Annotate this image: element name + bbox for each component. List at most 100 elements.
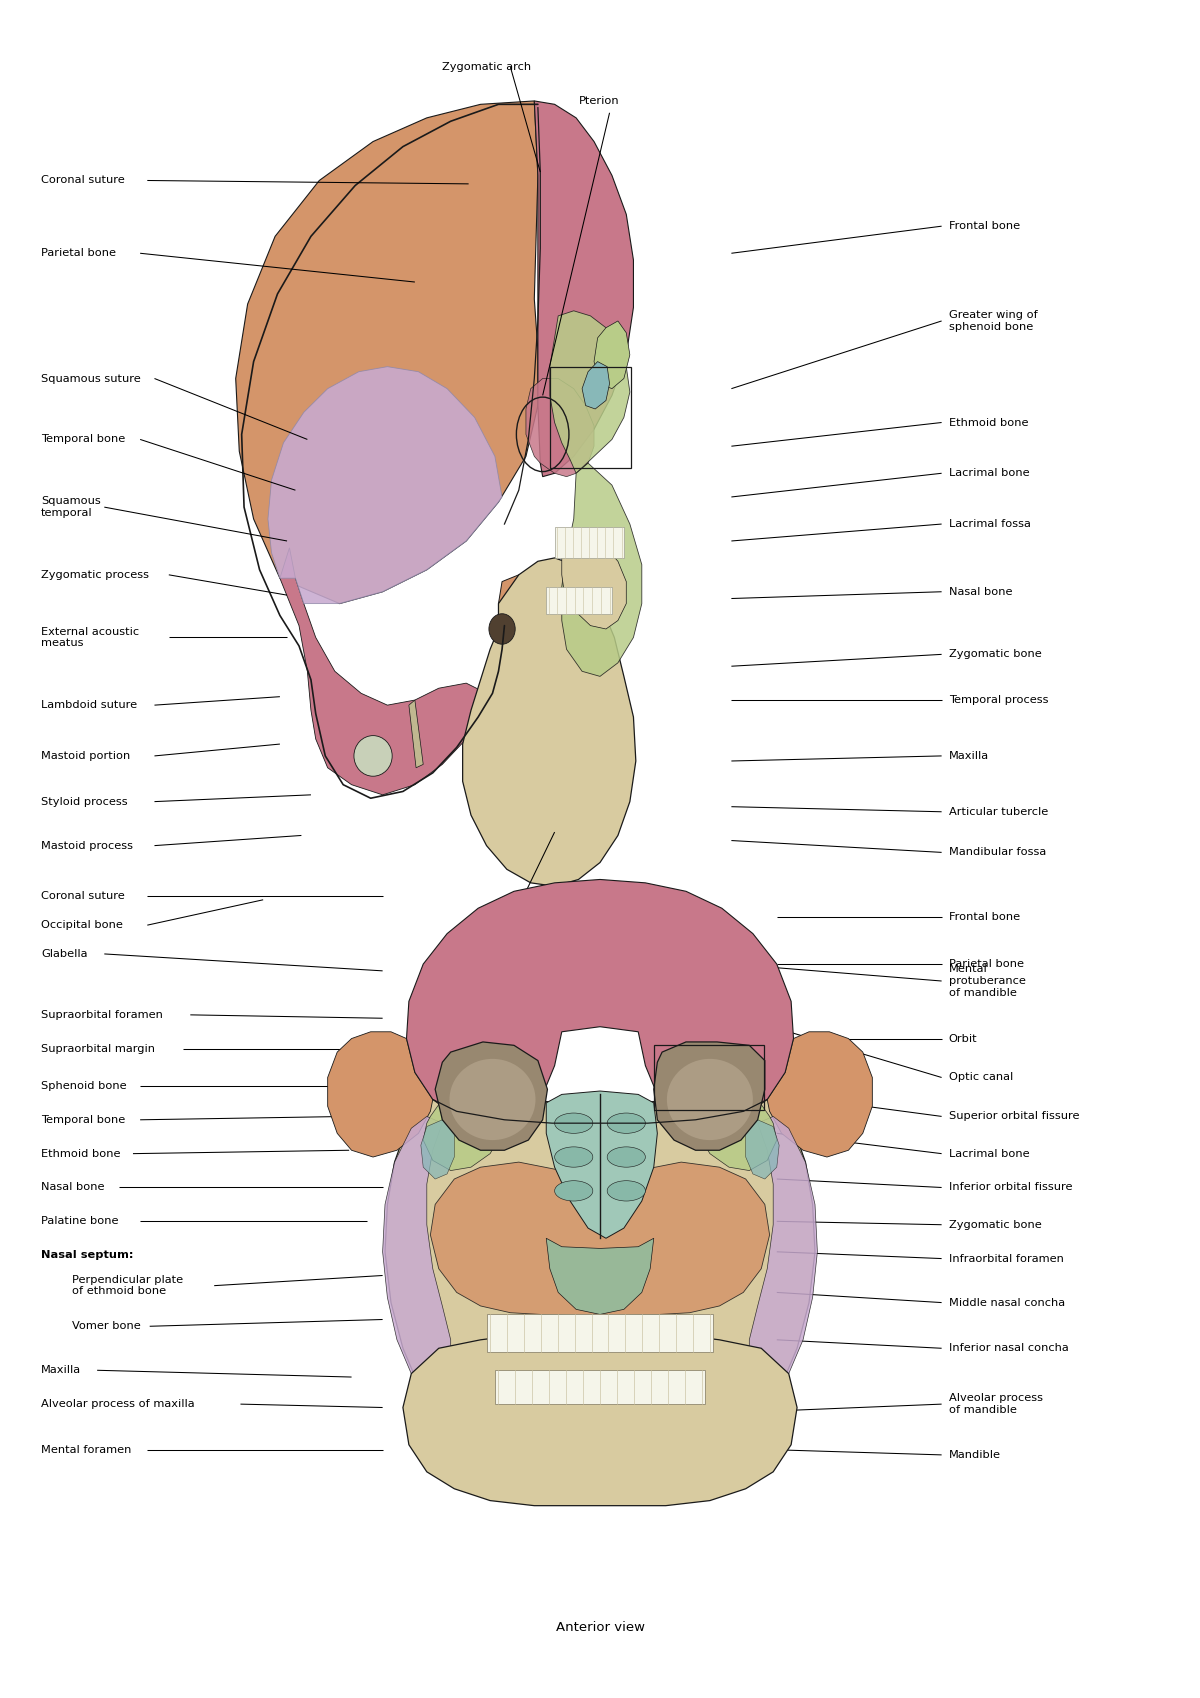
Polygon shape <box>654 1043 764 1150</box>
Text: Zygomatic arch: Zygomatic arch <box>443 63 532 71</box>
Text: Nasal bone: Nasal bone <box>949 588 1013 596</box>
Text: Sphenoid bone: Sphenoid bone <box>41 1082 127 1090</box>
Text: Anterior view: Anterior view <box>556 1622 644 1633</box>
Text: Mandible: Mandible <box>355 1085 407 1094</box>
Text: Maxilla: Maxilla <box>949 751 989 761</box>
Text: Articular tubercle: Articular tubercle <box>949 807 1048 817</box>
Text: Parietal bone: Parietal bone <box>41 248 116 258</box>
Polygon shape <box>526 379 594 477</box>
Ellipse shape <box>554 1146 593 1167</box>
Polygon shape <box>385 1077 815 1493</box>
Ellipse shape <box>354 735 392 776</box>
Text: Middle nasal concha: Middle nasal concha <box>949 1297 1064 1307</box>
Ellipse shape <box>488 613 515 644</box>
Text: Supraorbital foramen: Supraorbital foramen <box>41 1010 163 1020</box>
Polygon shape <box>767 1032 872 1156</box>
Polygon shape <box>280 548 486 795</box>
Polygon shape <box>436 1043 547 1150</box>
Text: Vomer bone: Vomer bone <box>72 1321 140 1331</box>
Text: Glabella: Glabella <box>41 949 88 959</box>
Polygon shape <box>562 464 642 676</box>
Polygon shape <box>421 1119 455 1178</box>
Polygon shape <box>407 880 793 1122</box>
Text: Alveolar process of maxilla: Alveolar process of maxilla <box>41 1399 194 1409</box>
Text: Inferior nasal concha: Inferior nasal concha <box>949 1343 1068 1353</box>
Text: Nasal septum:: Nasal septum: <box>41 1250 133 1260</box>
Text: Squamous suture: Squamous suture <box>41 374 140 384</box>
Text: Orbit: Orbit <box>949 1034 978 1044</box>
Text: Mental
protuberance
of mandible: Mental protuberance of mandible <box>949 964 1026 998</box>
Text: Mental foramen: Mental foramen <box>41 1445 131 1455</box>
Text: Lacrimal bone: Lacrimal bone <box>949 469 1030 479</box>
Polygon shape <box>328 1032 433 1156</box>
Text: Superior orbital fissure: Superior orbital fissure <box>949 1112 1079 1121</box>
Ellipse shape <box>554 1112 593 1133</box>
Bar <box>550 367 631 469</box>
Text: Coronal suture: Coronal suture <box>41 175 125 185</box>
Polygon shape <box>550 311 630 474</box>
Text: Mastoid portion: Mastoid portion <box>41 751 131 761</box>
Text: Alveolar process
of mandible: Alveolar process of mandible <box>949 1394 1043 1414</box>
Text: Squamous
temporal: Squamous temporal <box>41 496 101 518</box>
Text: Ethmoid bone: Ethmoid bone <box>41 1148 120 1158</box>
Ellipse shape <box>607 1146 646 1167</box>
Ellipse shape <box>450 1060 535 1139</box>
Text: Optic canal: Optic canal <box>949 1073 1013 1083</box>
Text: Occipital bone: Occipital bone <box>41 920 122 931</box>
Text: Pterion: Pterion <box>578 97 619 105</box>
Text: Ethmoid bone: Ethmoid bone <box>949 418 1028 428</box>
Text: Temporal process: Temporal process <box>949 694 1049 705</box>
Polygon shape <box>409 700 424 767</box>
Polygon shape <box>546 1092 658 1238</box>
Polygon shape <box>424 1078 504 1170</box>
Bar <box>554 528 624 559</box>
Polygon shape <box>594 321 630 389</box>
Polygon shape <box>749 1116 817 1391</box>
Text: Lacrimal fossa: Lacrimal fossa <box>949 520 1031 530</box>
Text: Mastoid process: Mastoid process <box>41 841 133 851</box>
Text: Supraorbital margin: Supraorbital margin <box>41 1044 155 1054</box>
Polygon shape <box>534 100 634 477</box>
Ellipse shape <box>607 1180 646 1200</box>
Text: Mandible: Mandible <box>949 1450 1001 1460</box>
Polygon shape <box>546 1238 654 1314</box>
Ellipse shape <box>554 1180 593 1200</box>
Bar <box>486 1314 714 1352</box>
Bar <box>494 1370 706 1404</box>
Ellipse shape <box>667 1060 752 1139</box>
Text: Frontal bone: Frontal bone <box>949 912 1020 922</box>
Text: Styloid process: Styloid process <box>41 796 127 807</box>
Polygon shape <box>463 559 636 886</box>
Polygon shape <box>268 367 502 603</box>
Polygon shape <box>562 542 626 628</box>
Text: Maxilla: Maxilla <box>41 1365 82 1375</box>
Text: Perpendicular plate
of ethmoid bone: Perpendicular plate of ethmoid bone <box>72 1275 184 1297</box>
Polygon shape <box>745 1119 779 1178</box>
Text: Zygomatic bone: Zygomatic bone <box>949 1219 1042 1229</box>
Text: Infraorbital foramen: Infraorbital foramen <box>949 1253 1063 1263</box>
Text: Nasal bone: Nasal bone <box>41 1182 104 1192</box>
Text: Palatine bone: Palatine bone <box>41 1216 119 1226</box>
Text: External acoustic
meatus: External acoustic meatus <box>41 627 139 649</box>
Polygon shape <box>582 362 610 409</box>
Text: Lambdoid suture: Lambdoid suture <box>41 700 137 710</box>
Polygon shape <box>498 576 618 676</box>
Polygon shape <box>696 1078 776 1170</box>
Text: Coronal suture: Coronal suture <box>41 891 125 902</box>
Polygon shape <box>235 100 538 603</box>
Text: Lacrimal bone: Lacrimal bone <box>949 1148 1030 1158</box>
Text: Inferior orbital fissure: Inferior orbital fissure <box>949 1182 1073 1192</box>
Polygon shape <box>403 1331 797 1506</box>
Ellipse shape <box>607 1112 646 1133</box>
Polygon shape <box>383 1116 451 1391</box>
Polygon shape <box>431 1161 769 1316</box>
Text: Frontal bone: Frontal bone <box>949 221 1020 231</box>
Text: Zygomatic bone: Zygomatic bone <box>949 649 1042 659</box>
Text: Mandibular fossa: Mandibular fossa <box>949 847 1046 857</box>
Text: Temporal bone: Temporal bone <box>41 435 125 445</box>
Text: Greater wing of
sphenoid bone: Greater wing of sphenoid bone <box>949 311 1038 331</box>
Bar <box>654 1046 763 1109</box>
Bar <box>546 588 612 613</box>
Text: Zygomatic process: Zygomatic process <box>41 571 149 579</box>
Text: Temporal bone: Temporal bone <box>41 1116 125 1124</box>
